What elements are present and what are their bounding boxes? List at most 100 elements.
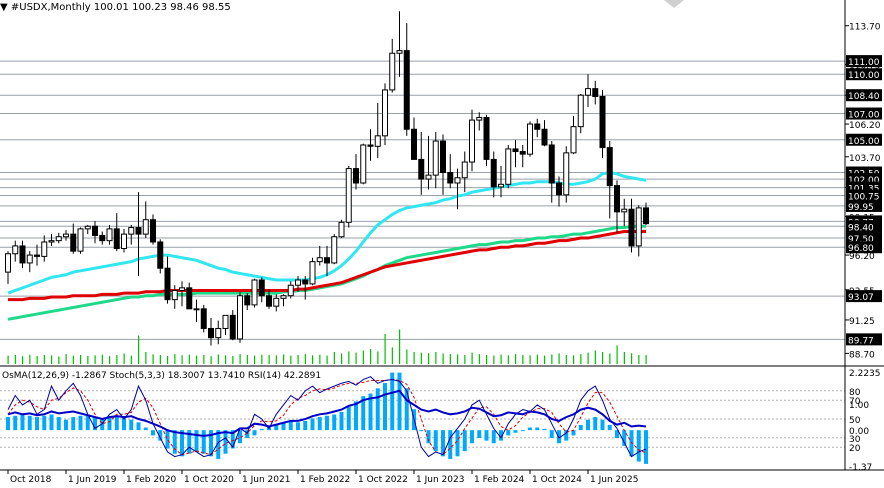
osma-bar bbox=[71, 417, 76, 431]
time-tick-label: 1 Feb 2024 bbox=[474, 475, 525, 485]
candle-bull bbox=[55, 236, 62, 242]
time-tick-label: 1 Jun 2019 bbox=[68, 475, 117, 485]
volume-bar bbox=[609, 353, 611, 364]
osma-bar bbox=[56, 417, 61, 431]
volume-bar bbox=[638, 355, 640, 364]
osma-bar bbox=[441, 430, 445, 457]
osma-bar bbox=[571, 430, 576, 436]
candle-bull bbox=[179, 287, 185, 291]
osma-bar bbox=[586, 419, 590, 431]
candle-bull bbox=[295, 279, 301, 286]
stoch-tick-label: 50 bbox=[849, 416, 861, 426]
candle-bull bbox=[382, 89, 388, 137]
volume-bar bbox=[413, 352, 415, 364]
stoch-signal-line bbox=[7, 379, 647, 456]
osma-bar bbox=[194, 430, 199, 452]
volume-bar bbox=[573, 355, 575, 364]
level-tag bbox=[846, 241, 882, 254]
level-tag-label: 98.40 bbox=[848, 223, 874, 233]
candle-bear bbox=[592, 88, 599, 97]
osma-bar bbox=[158, 430, 163, 441]
dropdown-arrow-icon[interactable]: ▼ bbox=[0, 2, 8, 13]
level-tag bbox=[846, 189, 882, 202]
osma-bar bbox=[557, 430, 561, 444]
osma-bar bbox=[288, 421, 293, 431]
scroll-marker-icon[interactable] bbox=[664, 0, 684, 8]
volume-bar bbox=[188, 354, 190, 364]
candle-bull bbox=[26, 254, 33, 264]
candle-bear bbox=[99, 234, 106, 242]
candle-bear bbox=[628, 208, 635, 247]
candle-bear bbox=[614, 185, 620, 213]
candle-bear bbox=[258, 279, 265, 297]
stoch-tick-label: 80 bbox=[849, 388, 861, 398]
volume-bar bbox=[51, 355, 53, 364]
osma-bar bbox=[281, 422, 286, 431]
candle-bull bbox=[41, 241, 48, 257]
volume-bar bbox=[297, 355, 299, 364]
candle-bull bbox=[461, 161, 468, 179]
volume-bar bbox=[406, 349, 408, 364]
level-tag bbox=[846, 199, 882, 212]
osma-bar bbox=[64, 419, 68, 431]
candle-bull bbox=[5, 253, 11, 273]
volume-bar bbox=[326, 355, 328, 364]
osma-bar bbox=[296, 422, 300, 431]
candle-bear bbox=[208, 327, 214, 339]
osma-bar bbox=[484, 430, 489, 441]
candle-bull bbox=[331, 236, 338, 264]
candle-bear bbox=[643, 207, 649, 225]
volume-bar bbox=[580, 354, 582, 364]
volume-bar bbox=[529, 355, 531, 364]
candle-bull bbox=[389, 52, 396, 91]
volume-bar bbox=[587, 352, 589, 364]
osma-bar bbox=[303, 421, 308, 431]
level-tag-label: 96.80 bbox=[848, 244, 874, 254]
osma-bar bbox=[470, 430, 474, 444]
volume-bar bbox=[58, 356, 60, 364]
osma-bar bbox=[114, 415, 119, 431]
candle-bear bbox=[150, 219, 156, 243]
candle-bull bbox=[171, 289, 178, 301]
candle-bull bbox=[498, 183, 504, 188]
osma-bar bbox=[332, 414, 337, 431]
volume-bar bbox=[152, 354, 154, 364]
osma-bar bbox=[187, 430, 192, 454]
candle-bull bbox=[128, 227, 135, 235]
volume-bar bbox=[196, 355, 198, 364]
volume-bar bbox=[239, 354, 241, 364]
candle-bear bbox=[599, 96, 606, 149]
volume-bar bbox=[464, 355, 466, 364]
candle-bear bbox=[200, 308, 207, 329]
candle-bear bbox=[483, 116, 490, 160]
candle-bull bbox=[215, 327, 222, 339]
level-tag bbox=[846, 107, 882, 120]
volume-bar bbox=[65, 354, 67, 364]
volume-bar bbox=[109, 356, 111, 364]
volume-bar bbox=[304, 354, 306, 364]
time-tick-label: 1 Feb 2022 bbox=[300, 475, 350, 485]
candle-bear bbox=[244, 295, 251, 306]
candle-bear bbox=[229, 314, 236, 340]
volume-bar bbox=[399, 329, 401, 364]
osma-bar bbox=[6, 417, 10, 431]
osma-bar bbox=[491, 430, 496, 444]
osma-bar bbox=[165, 430, 170, 449]
osma-bar bbox=[600, 419, 605, 431]
candle-bull bbox=[425, 174, 432, 180]
price-tick-label: 106.20 bbox=[849, 121, 881, 131]
volume-bar bbox=[449, 354, 451, 364]
candle-bear bbox=[512, 148, 519, 153]
level-tag bbox=[846, 68, 882, 81]
price-tick-label: 91.25 bbox=[849, 317, 875, 327]
volume-bar bbox=[261, 354, 263, 364]
candle-bull bbox=[374, 135, 381, 147]
level-tag bbox=[846, 220, 882, 233]
osma-bar bbox=[520, 430, 525, 432]
candle-bear bbox=[92, 225, 98, 236]
volume-bar bbox=[623, 352, 625, 364]
osma-bar bbox=[455, 430, 460, 457]
candle-bear bbox=[440, 140, 446, 174]
volume-bar bbox=[116, 355, 118, 364]
volume-bar bbox=[616, 345, 618, 364]
